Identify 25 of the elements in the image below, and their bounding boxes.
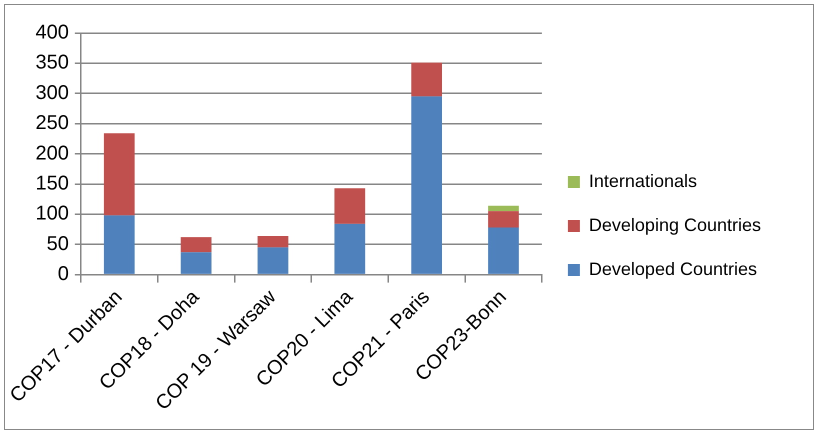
y-tick-label: 100 [35, 202, 69, 225]
bar [258, 247, 288, 274]
y-tick-label: 50 [46, 232, 69, 255]
bar [104, 215, 135, 274]
bar [488, 227, 519, 274]
bar [411, 96, 442, 274]
bar [334, 188, 366, 224]
bar [334, 224, 366, 274]
legend-label: Internationals [588, 170, 697, 191]
y-tick-label: 400 [35, 22, 69, 44]
bar [258, 236, 288, 248]
y-tick-label: 0 [58, 263, 69, 286]
y-tick-label: 250 [35, 112, 69, 134]
y-tick-label: 350 [35, 52, 69, 74]
bar [488, 206, 519, 212]
y-tick-label: 150 [35, 172, 69, 195]
bar [180, 237, 212, 252]
y-tick-label: 200 [35, 142, 69, 164]
legend-label: Developed Countries [588, 258, 758, 279]
y-tick-label: 300 [35, 82, 69, 104]
legend-label: Developing Countries [588, 214, 762, 235]
bar [104, 133, 135, 216]
bar [488, 211, 519, 228]
bar [411, 62, 442, 96]
bar [180, 252, 212, 274]
